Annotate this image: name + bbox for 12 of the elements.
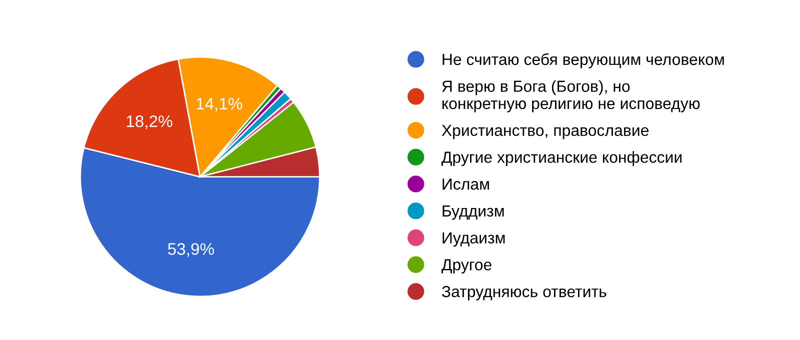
legend-label: Я верю в Бога (Богов), но конкретную религию не исповедую <box>442 80 700 112</box>
legend-label: Другое <box>442 259 492 274</box>
legend-label: Другие христианские конфессии <box>442 151 682 166</box>
data-label: 14,1% <box>196 98 242 112</box>
legend-label: Иудаизм <box>442 232 505 247</box>
legend-label: Не считаю себя верующим человеком <box>442 53 724 68</box>
data-label: 18,2% <box>126 115 172 130</box>
legend-label: Буддизм <box>442 205 504 220</box>
legend-label: Христианство, православие <box>442 124 649 140</box>
legend-label: Затрудняюсь ответить <box>442 286 606 300</box>
legend-label: Ислам <box>442 178 489 190</box>
data-label: 53,9% <box>168 243 214 257</box>
